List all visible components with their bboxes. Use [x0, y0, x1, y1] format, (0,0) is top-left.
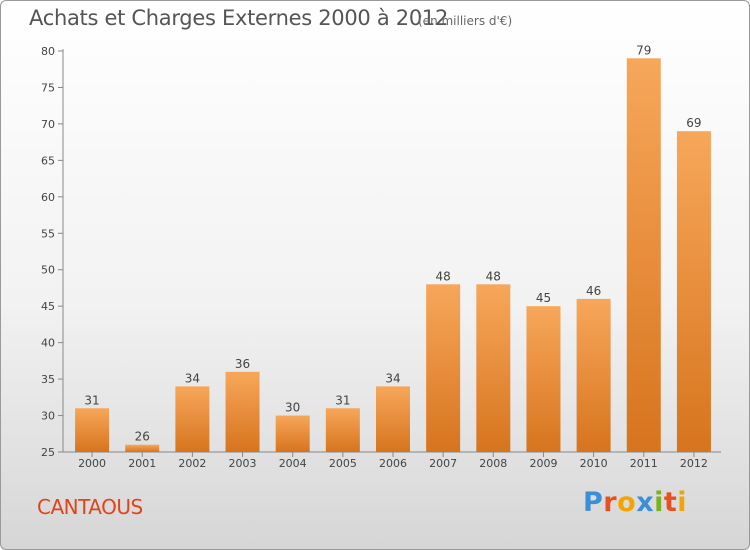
- x-tick-label: 2009: [529, 457, 557, 470]
- axes: 25 30 35 40 45 50 55 60 65 70 75 80: [41, 45, 721, 459]
- y-tick-label: 75: [41, 81, 55, 94]
- bar: [626, 58, 661, 453]
- data-label: 46: [586, 284, 601, 298]
- x-tick-label: 2010: [580, 457, 608, 470]
- data-label: 31: [84, 393, 99, 407]
- y-tick-label: 80: [41, 45, 55, 58]
- y-tick-label: 35: [41, 373, 55, 386]
- x-tick-label: 2003: [229, 457, 257, 470]
- logo-letter: P: [583, 487, 604, 518]
- y-tick-label: 40: [41, 337, 55, 350]
- bar: [676, 131, 711, 452]
- y-tick-label: 45: [41, 300, 55, 313]
- data-label: 34: [385, 371, 400, 385]
- bar: [75, 408, 110, 452]
- commune-name: CANTAOUS: [37, 495, 143, 519]
- bar: [376, 386, 410, 452]
- chart-title: Achats et Charges Externes 2000 à 2012: [29, 6, 449, 30]
- bar: [175, 386, 210, 452]
- y-tick-label: 70: [41, 118, 55, 131]
- logo-letter: t: [663, 487, 678, 518]
- x-tick-label: 2011: [630, 457, 658, 470]
- y-tick-label: 65: [41, 154, 55, 167]
- y-tick-label: 25: [41, 446, 55, 459]
- y-tick-label: 60: [41, 191, 55, 204]
- proxiti-logo: Proxiti: [583, 487, 687, 518]
- bar: [275, 415, 310, 452]
- data-label: 30: [285, 401, 300, 415]
- logo-letter: o: [617, 487, 637, 518]
- y-tick-label: 30: [41, 410, 55, 423]
- logo-letter: r: [603, 487, 618, 518]
- data-label: 26: [135, 430, 150, 444]
- data-label: 69: [686, 116, 701, 130]
- bar: [526, 306, 561, 452]
- x-tick-label: 2005: [329, 457, 357, 470]
- chart-subtitle: (en milliers d'€): [418, 14, 513, 28]
- data-label: 48: [436, 269, 451, 283]
- logo-letter: i: [677, 487, 688, 518]
- data-label: 45: [536, 291, 551, 305]
- y-tick-label: 55: [41, 227, 55, 240]
- logo-letter: i: [654, 487, 664, 518]
- x-tick-label: 2004: [279, 457, 307, 470]
- bar: [325, 408, 360, 452]
- data-label: 48: [486, 269, 501, 283]
- bar: [225, 371, 260, 452]
- x-tick-label: 2007: [429, 457, 457, 470]
- x-tick-label: 2006: [379, 457, 407, 470]
- bar: [476, 284, 511, 452]
- bar: [576, 298, 611, 452]
- data-label: 36: [235, 357, 250, 371]
- bar: [125, 444, 160, 452]
- x-tick-label: 2000: [78, 457, 106, 470]
- x-tick-label: 2001: [128, 457, 156, 470]
- x-tick-label: 2012: [680, 457, 708, 470]
- y-tick-label: 50: [41, 264, 55, 277]
- labels: 2000 31 2001 26 2002 34 2003 36 2004 30 2005 31 2006…: [78, 43, 708, 470]
- data-label: 34: [185, 371, 200, 385]
- bars: [75, 58, 711, 453]
- data-label: 31: [335, 393, 350, 407]
- data-label: 79: [636, 43, 651, 57]
- x-tick-label: 2002: [178, 457, 206, 470]
- bar: [426, 284, 461, 452]
- logo-letter: x: [636, 487, 655, 518]
- x-tick-label: 2008: [479, 457, 507, 470]
